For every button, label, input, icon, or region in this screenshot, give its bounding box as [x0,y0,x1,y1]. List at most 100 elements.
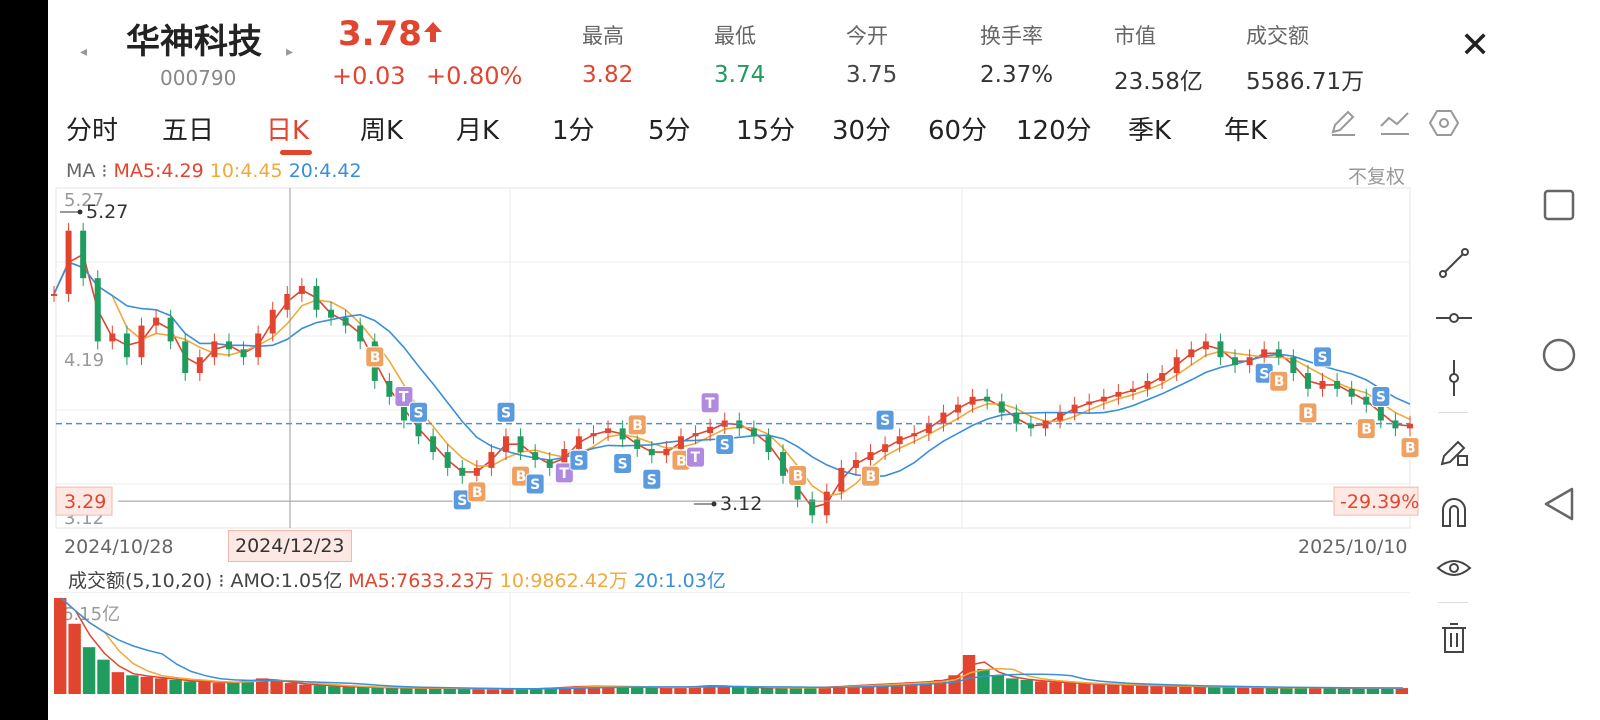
volume-bar [587,686,601,694]
candle-body [503,436,509,453]
candle-body [925,423,932,434]
candle-body [1144,380,1151,389]
candle-body [1159,373,1166,381]
candle-body [823,491,830,516]
volume-bar [227,682,240,694]
signal-s-label: S [647,472,657,488]
candle-body [750,428,757,437]
volume-bar [486,688,500,694]
cursor-date: 2024/12/23 [228,530,352,562]
tab-10[interactable]: 120分 [1016,116,1092,146]
signal-s-label: S [1376,389,1386,405]
volume-bar [905,682,918,694]
volume-bar [1309,687,1322,694]
prev-stock-icon[interactable]: ◂ [80,44,88,60]
ma-legend-prefix: MA [66,160,96,182]
android-nav-bar [1524,0,1600,720]
volume-bar [1193,686,1207,694]
line-tool-icon[interactable] [1438,246,1470,280]
candle-body [298,286,305,294]
signal-t-badge [700,392,720,414]
tab-8[interactable]: 30分 [832,116,892,146]
tab-9[interactable]: 60分 [928,116,988,146]
vertical-line-icon[interactable] [1444,360,1464,396]
volume-chart[interactable]: 6.15亿 [48,592,1420,720]
candle-body [648,448,655,456]
trash-icon[interactable] [1440,622,1468,654]
candle-body [911,433,918,437]
tab-5[interactable]: 1分 [552,116,595,146]
volume-bar [530,688,543,694]
volume-bar [1222,686,1235,694]
close-icon[interactable]: ✕ [1460,25,1491,66]
signal-b-label: B [1274,374,1285,390]
tab-11[interactable]: 季K [1128,116,1172,146]
candle-body [940,412,947,424]
indicator-line-icon[interactable] [1378,108,1412,138]
tab-4[interactable]: 月K [456,116,500,146]
stat-label-5: 成交额 [1246,24,1309,48]
volume-legend[interactable]: 成交额(5,10,20) ⁝ AMO:1.05亿 MA5:7633.23万 10… [68,570,726,592]
volume-bar [183,681,197,694]
volume-bar [746,687,759,694]
brush-tool-icon[interactable] [1438,436,1470,468]
candle-body [867,452,874,460]
volume-bar [804,687,817,694]
tab-12[interactable]: 年K [1224,116,1268,146]
volume-bar [1323,688,1336,694]
candle-body [721,420,728,427]
signal-s-label: S [720,437,730,453]
ma10-line [53,261,1411,497]
volume-bar [429,688,442,694]
candle-body [357,325,364,342]
volume-bar [241,679,254,694]
next-stock-icon[interactable]: ▸ [286,44,294,60]
candle-body [1246,357,1253,366]
volume-bar [732,686,745,694]
candle-body [1013,412,1020,424]
tab-2[interactable]: 日K [266,116,310,146]
volume-bar [457,688,471,694]
volume-bar [789,687,803,694]
volume-bar [818,686,831,694]
home-icon[interactable] [1540,336,1578,374]
horizontal-line-icon[interactable] [1436,308,1472,328]
vol-ma20-value: 20:1.03亿 [633,570,726,592]
candle-body [1275,349,1282,358]
eye-icon[interactable] [1436,556,1472,580]
signal-b-badge [467,481,487,503]
volume-bar [501,689,514,694]
candle-body [852,460,859,468]
candle-body [546,460,553,468]
volume-bar [962,654,976,694]
volume-bar [602,686,615,694]
ma-legend[interactable]: MA ⁝ MA5:4.29 10:4.45 20:4.42 [66,160,362,182]
tab-6[interactable]: 5分 [648,116,691,146]
candle-body [109,333,116,342]
candle-body [1363,396,1370,405]
draw-pen-icon[interactable] [1328,108,1358,138]
volume-bar [717,686,730,694]
candle-body [590,433,597,437]
magnet-icon[interactable] [1438,496,1470,528]
tab-0[interactable]: 分时 [66,116,119,146]
settings-hexagon-icon[interactable] [1428,108,1460,138]
volume-bar [515,689,529,694]
tool-divider [1438,412,1468,413]
volume-bar [876,683,889,694]
signal-b-label: B [1405,441,1416,457]
tab-1[interactable]: 五日 [162,116,215,146]
candle-body [634,439,641,449]
candle-body [605,428,612,434]
candle-body [736,420,743,429]
back-icon[interactable] [1542,486,1576,522]
candle-body [459,467,466,476]
volume-bar [1078,683,1091,694]
adjust-mode[interactable]: 不复权 [1348,166,1406,188]
tab-3[interactable]: 周K [360,116,404,146]
recent-apps-icon[interactable] [1542,188,1576,222]
stat-value-1: 3.74 [714,62,766,88]
tab-7[interactable]: 15分 [736,116,796,146]
volume-bar [890,683,904,694]
